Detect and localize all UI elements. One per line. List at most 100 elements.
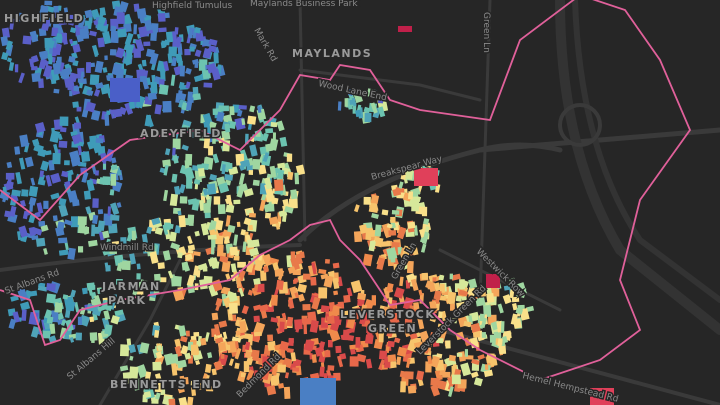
building [464,349,468,357]
building [459,279,465,290]
building [410,278,419,292]
building [387,354,397,362]
building [251,350,259,361]
building [78,223,86,234]
building [44,309,53,320]
building [152,361,162,371]
building [1,52,9,61]
building [86,282,96,291]
building [333,290,339,296]
building [37,179,46,186]
building [76,106,82,112]
place-label: ADEYFIELD [140,127,222,140]
building [204,363,212,373]
building [294,172,300,185]
building [128,101,136,110]
motorway [572,0,720,303]
building [405,358,411,369]
building [67,190,79,203]
building [279,321,285,333]
building [154,380,163,393]
building [43,64,53,78]
building [267,334,274,342]
building [486,274,500,288]
building [386,282,394,293]
building [343,294,351,303]
building [196,270,201,278]
building [229,246,239,256]
building [303,339,315,352]
building [61,67,72,77]
building [167,53,173,64]
building [279,340,290,351]
building [14,64,19,73]
building [102,67,108,73]
building [164,222,171,230]
building [115,47,125,59]
building [39,60,49,67]
building [104,324,113,335]
building [154,226,164,236]
building [256,283,265,293]
building [346,287,353,297]
building [277,382,285,389]
building [101,245,112,256]
building [94,60,104,74]
building [163,189,169,202]
building [215,235,224,245]
building [162,159,171,168]
building [14,146,21,155]
building [59,62,65,72]
building [262,253,273,267]
building [63,219,73,226]
building [119,344,130,357]
building [103,213,113,226]
building [116,279,123,285]
building [162,100,172,113]
building [58,198,67,206]
building [70,130,78,137]
building [378,95,384,104]
building [79,71,85,84]
building [151,23,159,33]
building [85,206,92,215]
building [186,274,196,287]
building [450,318,457,324]
building [295,164,306,176]
building [103,310,111,321]
building [18,225,29,238]
building [188,355,193,364]
building [216,244,224,257]
building [192,251,201,257]
building [57,133,63,141]
building [28,226,36,236]
building [219,255,229,263]
place-label: MAYLANDS [292,47,372,60]
building [137,281,147,289]
building [342,329,350,341]
building [114,309,124,316]
building [449,273,453,280]
building [189,219,194,226]
building [154,330,160,338]
building [184,48,191,56]
building [311,262,317,275]
building [187,396,194,405]
building [451,273,461,281]
building [53,12,60,19]
building [116,262,123,272]
building [396,226,407,240]
building [89,332,98,341]
building [244,350,252,359]
building [398,181,404,189]
building [353,91,363,104]
building [400,381,406,393]
building [63,7,69,13]
building [349,344,357,350]
building [172,288,185,302]
building [302,273,311,280]
building [53,5,60,14]
building [238,173,246,186]
building [436,379,447,391]
building [366,326,373,338]
